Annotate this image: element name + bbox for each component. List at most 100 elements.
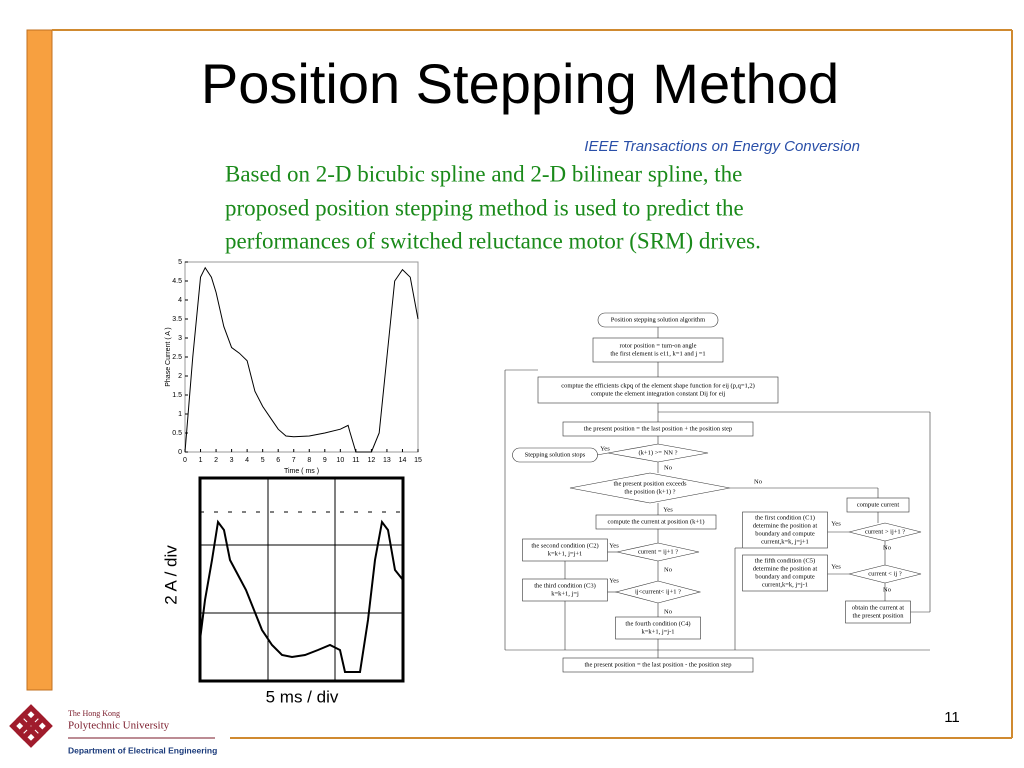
process [562, 657, 754, 673]
branch-label: No [664, 608, 672, 615]
decision [848, 522, 922, 542]
process [615, 616, 701, 640]
branch-label: Yes [831, 520, 841, 527]
scope-trace [199, 519, 404, 673]
university: Polytechnic University [68, 720, 170, 732]
branch-label: No [754, 478, 762, 485]
x-tick-label: 3 [230, 457, 234, 464]
decision [614, 580, 702, 604]
y-tick-label: 4 [178, 297, 182, 304]
x-tick-label: 6 [276, 457, 280, 464]
branch-label: Yes [609, 577, 619, 584]
x-tick-label: 13 [383, 457, 391, 464]
node-text: current,k=k, j=j+1 [761, 538, 809, 545]
x-tick-label: 15 [414, 457, 422, 464]
process [845, 600, 911, 624]
node-text: determine the position at [753, 565, 818, 572]
node-text: current < ij ? [868, 570, 902, 577]
terminal [597, 312, 719, 328]
node-text: current,k=k, j=j-1 [762, 581, 808, 588]
plot-frame [184, 261, 419, 453]
x-tick-label: 14 [399, 457, 407, 464]
node-text: (k+1) >= NN ? [639, 449, 678, 456]
node-text: boundary and compute [755, 530, 815, 537]
y-tick-label: 1.5 [172, 392, 182, 399]
scope-ylabel: 2 A / div [161, 545, 180, 605]
node-text: the first condition (C1) [755, 514, 815, 521]
node-text: the fourth condition (C4) [625, 620, 690, 627]
process [537, 376, 779, 404]
flowchart: Position stepping solution algorithm roto… [504, 312, 931, 673]
body-line: performances of switched reluctance moto… [225, 228, 761, 253]
department: Department of Electrical Engineering [68, 745, 217, 755]
y-tick-label: 0.5 [172, 430, 182, 437]
node-text: the present position = the last position… [584, 425, 733, 432]
current-line [184, 266, 419, 453]
process [846, 497, 910, 513]
node-text: k=k+1, j=j+1 [548, 550, 583, 557]
decision [848, 564, 922, 584]
y-tick-label: 2.5 [172, 354, 182, 361]
terminal [512, 447, 598, 463]
node-text: k=k+1, j=j [551, 590, 579, 597]
process [562, 421, 754, 437]
scope: 2 A / div 5 ms / div [161, 476, 405, 706]
y-tick-label: 2 [178, 373, 182, 380]
y-tick-label: 4.5 [172, 278, 182, 285]
node-text: the third condition (C3) [534, 582, 596, 589]
node-text: k=k+1, j=j-1 [641, 628, 674, 635]
branch-label: Yes [663, 506, 673, 513]
side-bar [26, 29, 53, 691]
node-text: compute current [857, 501, 900, 508]
node-text: the fifth condition (C5) [755, 557, 815, 564]
x-tick-label: 10 [336, 457, 344, 464]
y-tick-label: 0 [178, 449, 182, 456]
node-text: current > ij+1 ? [865, 528, 905, 535]
decision [607, 443, 709, 463]
branch-label: No [664, 464, 672, 471]
node-text: compute the current at position (k+1) [608, 518, 705, 525]
node-text: the present position exceeds [613, 480, 687, 487]
current-plot: 0 1 2 3 4 5 6 7 8 9 10 11 12 13 14 1500.511.522.533.544… [165, 259, 422, 475]
y-tick-label: 3 [178, 335, 182, 342]
source: IEEE Transactions on Energy Conversion [584, 138, 860, 155]
node-text: rotor position = turn-on angle [620, 342, 697, 349]
scope-xlabel: 5 ms / div [266, 687, 339, 706]
x-tick-label: 12 [368, 457, 376, 464]
y-axis-label: Phase Current ( A ) [165, 327, 172, 387]
y-tick-label: 1 [178, 411, 182, 418]
node-text: current = ij+1 ? [638, 548, 678, 555]
x-tick-label: 1 [199, 457, 203, 464]
branch-label: No [883, 544, 891, 551]
x-axis-label: Time ( ms ) [284, 468, 319, 475]
node-text: the position (k+1) ? [624, 488, 675, 495]
node-text: the second condition (C2) [531, 542, 598, 549]
node-text: Stepping solution stops [525, 451, 586, 458]
decision [569, 472, 731, 504]
branch-label: Yes [831, 563, 841, 570]
x-tick-label: 0 [183, 457, 187, 464]
x-tick-label: 5 [261, 457, 265, 464]
slide-title: Position Stepping Method [201, 52, 839, 115]
x-tick-label: 7 [292, 457, 296, 464]
x-tick-label: 8 [307, 457, 311, 464]
node-text: ij<current< ij+1 ? [635, 588, 681, 595]
page-number: 11 [944, 709, 960, 726]
branch-label: No [664, 566, 672, 573]
node-text: the first element is e11, k=1 and j =1 [610, 350, 705, 357]
node-text: the present position [853, 612, 905, 619]
x-tick-label: 2 [214, 457, 218, 464]
y-tick-label: 3.5 [172, 316, 182, 323]
node-text: obtain the current at [852, 604, 904, 611]
process [592, 337, 724, 363]
process [522, 578, 608, 602]
node-text: compute the element integration constant… [591, 390, 726, 397]
node-text: the present position = the last position… [584, 661, 731, 668]
process [742, 511, 828, 549]
body-line: Based on 2-D bicubic spline and 2-D bili… [225, 161, 742, 186]
connector [596, 452, 609, 456]
node-text: Position stepping solution algorithm [611, 316, 705, 323]
decision [616, 542, 700, 562]
